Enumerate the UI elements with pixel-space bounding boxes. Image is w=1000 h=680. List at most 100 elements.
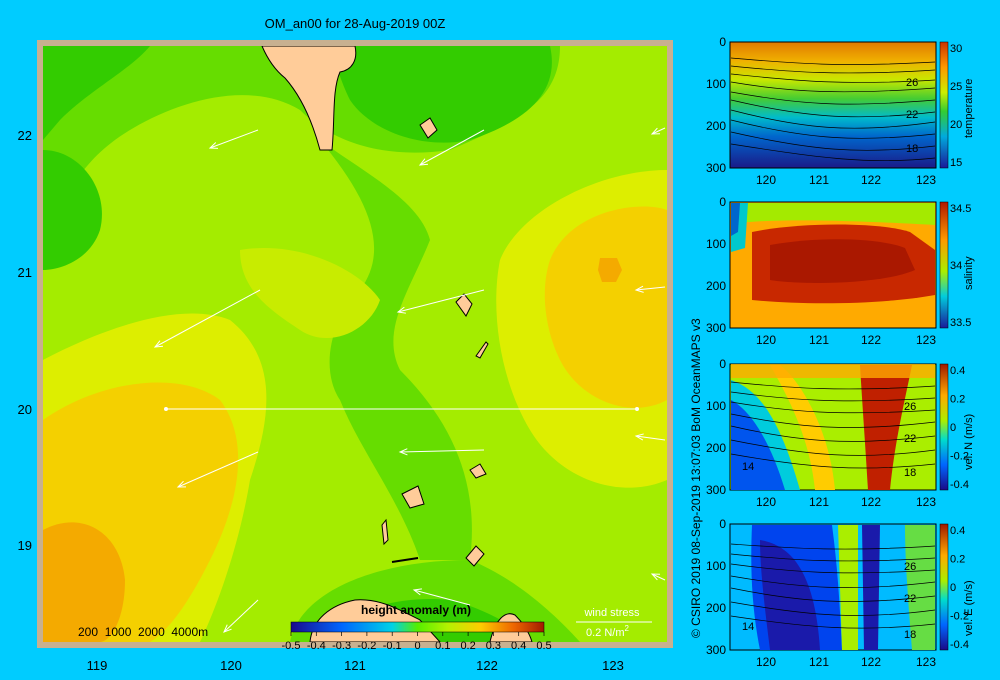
panel-y-tick: 200 xyxy=(706,119,726,133)
anomaly-zone-darkgreen-n xyxy=(330,46,552,143)
panel-x-tick: 123 xyxy=(916,655,936,669)
panel-colorbar-tick: 0 xyxy=(950,582,956,594)
panel-colorbar-tick: -0.2 xyxy=(950,611,969,623)
wind-vector-head xyxy=(418,158,429,166)
velocity-north-panel: 26 22 18 14 xyxy=(729,363,949,491)
wind-vector-head xyxy=(412,588,422,596)
panel-x-tick: 121 xyxy=(809,495,829,509)
map-y-tick: 22 xyxy=(18,128,32,143)
panel-y-tick: 100 xyxy=(706,237,726,251)
temperature-contour-label: 26 xyxy=(906,77,918,89)
wind-vector-head xyxy=(634,433,644,441)
panel-label-temperature: temperature xyxy=(963,78,975,138)
panel-colorbar-tick: 0 xyxy=(950,422,956,434)
panel-y-tick: 100 xyxy=(706,399,726,413)
land-taiwan xyxy=(261,46,357,151)
panel-colorbar-tick: 0.2 xyxy=(950,394,965,406)
wind-vector-head xyxy=(208,142,219,149)
panel-colorbar-tick: 34 xyxy=(950,260,962,272)
map-x-tick: 119 xyxy=(87,658,108,673)
velocity-east-contour-label: 14 xyxy=(742,621,754,633)
temperature-contours xyxy=(730,57,936,162)
velocity-north-contour-label: 14 xyxy=(742,461,754,473)
panel-y-tick: 300 xyxy=(706,321,726,335)
colorbar-tick-label: 0.2 xyxy=(460,640,475,652)
anomaly-zone-yellow-center xyxy=(240,248,380,339)
panel-colorbar-tick: 0.4 xyxy=(950,525,965,537)
velocity-north-contour-label: 26 xyxy=(904,401,916,413)
velocity-north-surface xyxy=(731,364,935,378)
temperature-panel: 26 22 18 xyxy=(729,41,949,169)
velocity-east-contours xyxy=(730,543,936,629)
island-babuyan-3 xyxy=(465,545,485,567)
colorbar-tick-label: 0.1 xyxy=(435,640,450,652)
panel-y-tick: 100 xyxy=(706,77,726,91)
map-x-tick: 121 xyxy=(344,658,366,673)
salinity-low-core xyxy=(731,203,740,236)
map-x-axis: 119 120 121 122 123 xyxy=(87,658,624,673)
panel-colorbar-tick: 20 xyxy=(950,119,962,131)
colorbar-title: height anomaly (m) xyxy=(361,603,471,617)
height-anomaly-field xyxy=(43,46,667,642)
colorbar-tick-label: 0 xyxy=(414,640,420,652)
colorbar-tick-label: -0.3 xyxy=(332,640,351,652)
panel-x-tick: 123 xyxy=(916,495,936,509)
section-start-point xyxy=(164,407,168,411)
section-end-point xyxy=(635,407,639,411)
panel-label-velocity-north: vel. N (m/s) xyxy=(963,413,975,470)
anomaly-zone-orange-east xyxy=(598,258,622,282)
panel-axes: 0 100 200 300 120 121 122 123 30 25 20 15 0 100 200 300… xyxy=(706,35,971,669)
panel-y-tick: 300 xyxy=(706,161,726,175)
wind-vector xyxy=(223,599,259,633)
wind-vector xyxy=(419,129,485,166)
colorbar-tick-label: 0.5 xyxy=(536,640,551,652)
panel-x-tick: 120 xyxy=(756,173,776,187)
island-sliver xyxy=(391,557,419,563)
velocity-north-contours xyxy=(730,381,936,469)
panel-x-tick: 120 xyxy=(756,655,776,669)
panel-x-tick: 123 xyxy=(916,333,936,347)
salinity-fresh-top xyxy=(731,203,935,225)
panel-y-tick: 0 xyxy=(719,357,726,371)
velocity-east-colorbar xyxy=(939,523,949,651)
panel-x-tick: 122 xyxy=(861,495,881,509)
wind-vector-head xyxy=(176,480,187,488)
colorbar-tick-label: -0.5 xyxy=(282,640,301,652)
height-colorbar xyxy=(290,621,545,633)
map-y-tick: 19 xyxy=(18,538,32,553)
anomaly-zone-darkgreen-w xyxy=(43,150,102,270)
panel-y-tick: 300 xyxy=(706,643,726,657)
velocity-east-eastward-flow xyxy=(905,525,935,650)
wind-vector-head xyxy=(153,340,164,348)
wind-vector xyxy=(397,289,485,313)
velocity-east-contour-label: 18 xyxy=(904,629,916,641)
panel-colorbar-tick: -0.4 xyxy=(950,639,969,651)
panel-y-tick: 300 xyxy=(706,483,726,497)
panel-colorbar-tick: 25 xyxy=(950,81,962,93)
map-y-tick: 20 xyxy=(18,402,32,417)
panel-x-tick: 122 xyxy=(861,173,881,187)
map-title: OM_an00 for 28-Aug-2019 00Z xyxy=(265,16,446,31)
velocity-east-contour-label: 26 xyxy=(904,561,916,573)
colorbar-ticks: -0.5 -0.4 -0.3 -0.2 -0.1 0 0.1 0.2 0.3 0.4 0.5 xyxy=(282,632,552,652)
panel-x-tick: 122 xyxy=(861,333,881,347)
colorbar-tick-label: -0.4 xyxy=(307,640,326,652)
island-babuyan-2 xyxy=(401,485,425,509)
map-y-axis: 22 21 20 19 xyxy=(18,128,32,553)
panel-colorbar-tick: 34.5 xyxy=(950,203,971,215)
panel-y-tick: 0 xyxy=(719,517,726,531)
colorbar-tick-label: 0.4 xyxy=(511,640,526,652)
wind-vector-head xyxy=(223,624,232,633)
panel-colorbar-tick: 33.5 xyxy=(950,317,971,329)
wind-vector xyxy=(177,451,259,488)
island-batan-2 xyxy=(475,341,489,359)
colorbar-tick-label: -0.1 xyxy=(383,640,402,652)
map-x-tick: 120 xyxy=(220,658,242,673)
velocity-east-panel: 26 22 18 14 xyxy=(729,523,949,651)
panel-y-tick: 0 xyxy=(719,35,726,49)
velocity-north-current xyxy=(860,365,912,490)
wind-vector xyxy=(651,573,666,581)
wind-vector xyxy=(651,127,666,135)
wind-vector-head xyxy=(398,448,408,456)
colorbar-tick-label: -0.2 xyxy=(357,640,376,652)
